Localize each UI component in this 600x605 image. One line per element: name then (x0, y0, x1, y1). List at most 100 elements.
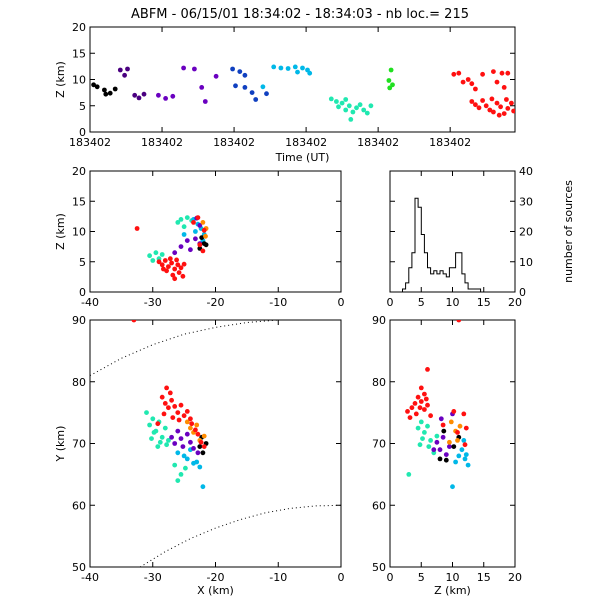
data-point (264, 91, 269, 97)
data-point (197, 223, 203, 228)
data-point (194, 459, 200, 465)
data-point (494, 79, 500, 85)
data-point (144, 410, 149, 415)
data-point (417, 405, 423, 411)
data-point (159, 394, 165, 400)
data-point (134, 226, 140, 231)
data-point (388, 67, 394, 73)
data-point (494, 100, 500, 106)
data-point (197, 242, 203, 248)
data-point (501, 85, 507, 90)
data-point (112, 86, 118, 92)
histogram-bars (390, 197, 515, 292)
data-point (192, 66, 197, 72)
data-point (422, 391, 427, 397)
data-point (172, 266, 178, 272)
data-point (195, 450, 201, 456)
data-point (184, 238, 190, 244)
data-point (463, 425, 469, 431)
data-point (175, 428, 181, 434)
data-point (157, 439, 163, 445)
data-point (150, 416, 156, 422)
y-tick-label: 15 (72, 195, 86, 208)
data-point (153, 250, 159, 256)
data-point (271, 64, 277, 70)
x-tick-label: -10 (269, 571, 287, 584)
data-point (169, 434, 175, 440)
data-point (300, 65, 305, 71)
range-circle (90, 320, 341, 377)
data-point (193, 427, 198, 433)
x-tick-label: 10 (446, 296, 460, 309)
data-point (184, 419, 190, 425)
data-point (406, 472, 412, 477)
data-point (125, 66, 130, 72)
data-point (151, 430, 157, 435)
data-point (178, 265, 184, 271)
y-tick-label: 15 (72, 47, 86, 60)
data-point (480, 98, 485, 103)
data-point (511, 108, 515, 114)
data-point (180, 273, 186, 279)
panel-x_y: -40 -30 -20 -10 0 50 60 70 80 90 X (km) Y (km) (54, 314, 345, 597)
data-point (437, 456, 443, 462)
data-point (117, 67, 123, 73)
data-point (450, 484, 455, 490)
data-point (201, 433, 207, 439)
data-point (202, 99, 208, 104)
x-axis-label: Time (UT) (275, 151, 330, 164)
plot-frame (89, 170, 342, 293)
data-point (184, 431, 190, 437)
data-point (253, 97, 259, 102)
data-point (181, 261, 187, 267)
data-point (489, 96, 495, 102)
x-tick-label: 15 (477, 571, 491, 584)
data-point (437, 447, 443, 453)
data-point (181, 232, 187, 237)
y-axis-label: Z (km) (54, 61, 67, 98)
data-point (501, 111, 507, 116)
data-point (159, 434, 165, 440)
data-point (465, 77, 471, 82)
data-point (147, 422, 153, 428)
data-point (361, 107, 367, 113)
data-point (425, 402, 430, 408)
data-point (94, 84, 100, 90)
data-point (473, 102, 478, 108)
x-tick-label: 183402 (213, 136, 255, 149)
plot-area (390, 197, 515, 292)
data-point (343, 107, 349, 113)
data-point (443, 457, 449, 463)
x-tick-label: -40 (81, 571, 99, 584)
data-point (161, 411, 167, 417)
data-point (422, 430, 427, 435)
data-point (476, 105, 482, 111)
data-point (181, 413, 187, 419)
data-point (455, 430, 460, 435)
data-point (161, 266, 166, 272)
y-tick-label: 90 (72, 314, 86, 327)
data-point (387, 85, 393, 91)
data-point (423, 396, 429, 402)
data-point (203, 242, 209, 248)
data-point (441, 428, 447, 434)
data-point (415, 394, 421, 400)
data-point (150, 258, 156, 263)
data-point (350, 109, 356, 115)
data-point (167, 256, 173, 262)
data-point (164, 442, 170, 448)
y-tick-label: 10 (72, 226, 86, 239)
data-point (425, 367, 430, 372)
data-point (200, 220, 206, 225)
data-point (469, 99, 475, 104)
y-tick-label: 5 (79, 100, 86, 113)
data-point (426, 444, 432, 449)
data-point (172, 441, 178, 446)
data-point (195, 215, 201, 221)
y-tick-label: 40 (519, 165, 533, 178)
x-tick-label: -20 (207, 571, 225, 584)
y-axis-label: number of sources (562, 180, 575, 283)
y-tick-label: 80 (72, 376, 86, 389)
data-point (147, 253, 153, 259)
y-tick-label: 0 (519, 286, 526, 299)
